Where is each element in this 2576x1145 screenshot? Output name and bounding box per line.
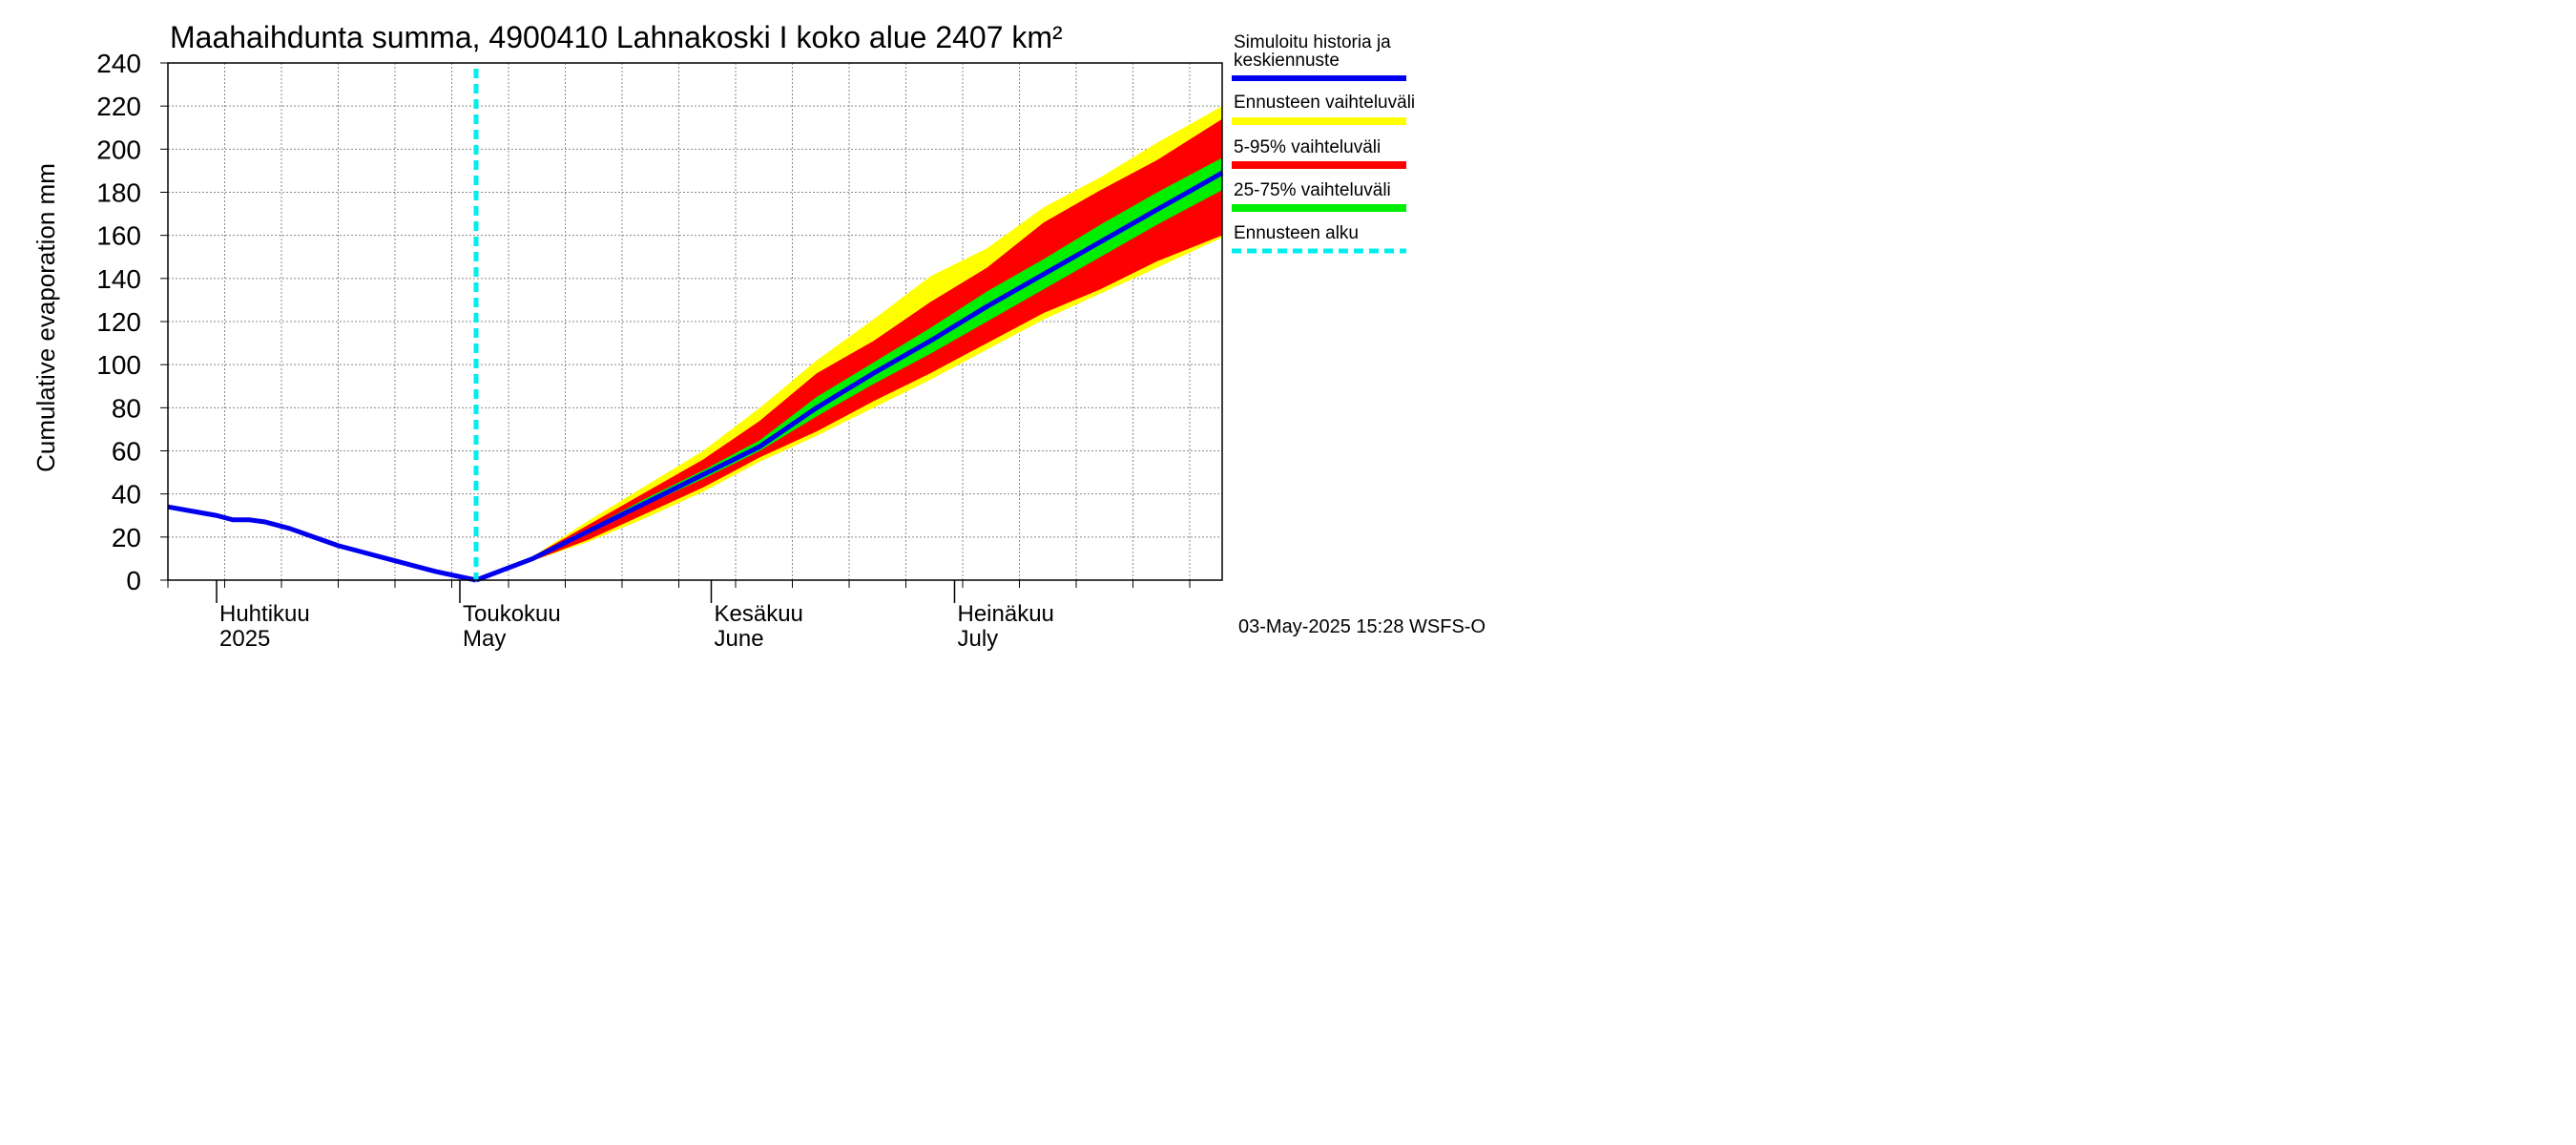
evaporation-chart: Maahaihdunta summa, 4900410 Lahnakoski I… bbox=[31, 20, 1485, 652]
x-month-sublabel: 2025 bbox=[219, 626, 270, 652]
x-month-sublabel: July bbox=[958, 626, 999, 652]
plot-frame bbox=[167, 62, 1223, 581]
legend-label-history-line2: keskiennuste bbox=[1234, 51, 1340, 71]
legend-label-range: Ennusteen vaihteluväli bbox=[1234, 93, 1415, 113]
x-month-label: Huhtikuu bbox=[219, 601, 310, 627]
x-month-label: Kesäkuu bbox=[715, 601, 803, 627]
x-month-sublabel: June bbox=[715, 626, 764, 652]
y-axis-label: Cumulative evaporation mm bbox=[31, 163, 60, 472]
y-tick-label: 40 bbox=[112, 480, 141, 510]
y-tick-label: 140 bbox=[96, 264, 141, 294]
band-25-75 bbox=[476, 157, 1222, 580]
y-tick-label: 60 bbox=[112, 437, 141, 467]
y-tick-label: 220 bbox=[96, 92, 141, 121]
median-forecast-line bbox=[475, 170, 1224, 583]
legend-label-5-95: 5-95% vaihteluväli bbox=[1234, 137, 1381, 157]
y-tick-label: 100 bbox=[96, 350, 141, 380]
band-5-95 bbox=[476, 118, 1222, 580]
chart-title: Maahaihdunta summa, 4900410 Lahnakoski I… bbox=[170, 20, 1063, 54]
y-tick-label: 200 bbox=[96, 135, 141, 164]
y-tick-label: 20 bbox=[112, 523, 141, 552]
plot-area: 0 20 40 60 80 100 120 140 160 180 200 220 240 Huhtiku… bbox=[96, 49, 1224, 652]
x-month-label: Heinäkuu bbox=[958, 601, 1054, 627]
x-month-label: Toukokuu bbox=[463, 601, 561, 627]
y-tick-label: 0 bbox=[126, 566, 141, 595]
y-tick-label: 80 bbox=[112, 393, 141, 423]
history-line bbox=[167, 504, 477, 583]
legend-label-forecast-start: Ennusteen alku bbox=[1234, 223, 1359, 243]
timestamp: 03-May-2025 15:28 WSFS-O bbox=[1238, 616, 1485, 637]
x-month-sublabel: May bbox=[463, 626, 506, 652]
y-tick-label: 240 bbox=[96, 49, 141, 78]
y-tick-label: 120 bbox=[96, 307, 141, 337]
legend-label-history-line1: Simuloitu historia ja bbox=[1234, 32, 1391, 52]
forecast-range-band bbox=[476, 106, 1222, 581]
y-tick-label: 160 bbox=[96, 221, 141, 251]
y-tick-label: 180 bbox=[96, 178, 141, 208]
legend-label-25-75: 25-75% vaihteluväli bbox=[1234, 180, 1391, 200]
